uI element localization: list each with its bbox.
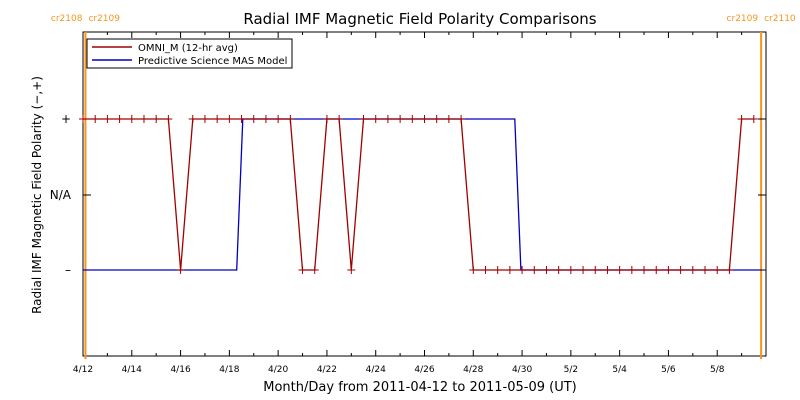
x-tick-label: 5/4 (612, 365, 627, 375)
x-tick-label: 4/16 (170, 365, 190, 375)
data-point-omni (640, 266, 649, 274)
carrington-label-left: cr2108 (51, 14, 83, 24)
carrington-label-right: cr2110 (764, 14, 796, 24)
plot-area (82, 31, 767, 357)
data-point-omni (493, 266, 502, 274)
data-point-omni (310, 266, 319, 274)
data-point-omni (652, 266, 661, 274)
y-tick-label: N/A (50, 188, 72, 202)
data-point-omni (274, 115, 283, 123)
data-point-omni (261, 115, 270, 123)
data-point-omni (115, 115, 124, 123)
data-point-omni (615, 266, 624, 274)
carrington-label-left: cr2109 (727, 14, 759, 24)
data-point-omni (103, 115, 112, 123)
data-point-omni (322, 115, 331, 123)
x-tick-label: 4/24 (366, 365, 386, 375)
series-line-omni (83, 118, 754, 271)
data-point-omni (91, 115, 100, 123)
x-tick-label: 4/18 (219, 365, 239, 375)
plot-frame (82, 31, 767, 357)
data-point-omni (737, 115, 746, 123)
data-point-omni (505, 266, 514, 274)
data-point-omni (713, 266, 722, 274)
x-tick-label: 4/22 (317, 365, 337, 375)
data-point-omni (249, 115, 258, 123)
data-point-omni (566, 266, 575, 274)
data-point-omni (444, 115, 453, 123)
data-point-omni (481, 266, 490, 274)
data-point-omni (725, 266, 734, 274)
data-point-omni (225, 115, 234, 123)
data-point-omni (188, 115, 197, 123)
legend-label-omni: OMNI_M (12-hr avg) (138, 43, 238, 54)
data-point-omni (749, 115, 758, 123)
data-point-omni (359, 115, 368, 123)
x-tick-label: 5/8 (710, 365, 725, 375)
data-point-omni (676, 266, 685, 274)
data-point-omni (603, 266, 612, 274)
data-point-omni (591, 266, 600, 274)
data-point-omni (237, 115, 246, 123)
data-point-omni (396, 115, 405, 123)
chart-title: Radial IMF Magnetic Field Polarity Compa… (243, 10, 596, 28)
x-tick-label: 4/14 (122, 365, 142, 375)
axis-ticks: 4/12 4/14 4/16 4/18 4/20 4/22 4/24 4/26 4/28 4/30… (50, 32, 767, 375)
legend: OMNI_M (12-hr avg) Predictive Science MA… (86, 38, 293, 69)
data-point-omni (627, 266, 636, 274)
data-point-omni (200, 115, 209, 123)
x-tick-label: 4/26 (414, 365, 434, 375)
legend-label-mas: Predictive Science MAS Model (138, 56, 287, 67)
data-point-omni (286, 115, 295, 123)
data-point-omni (298, 266, 307, 274)
data-point-omni (542, 266, 551, 274)
data-point-omni (335, 115, 344, 123)
data-point-omni (347, 266, 356, 274)
data-point-omni (518, 266, 527, 274)
data-point-omni (469, 266, 478, 274)
data-point-omni (579, 266, 588, 274)
x-tick-label: 5/2 (564, 365, 578, 375)
data-point-omni (420, 115, 429, 123)
data-point-omni (127, 115, 136, 123)
data-point-omni (432, 115, 441, 123)
data-point-omni (554, 266, 563, 274)
x-axis-label: Month/Day from 2011-04-12 to 2011-05-09 … (263, 380, 576, 395)
data-point-omni (176, 266, 185, 274)
data-point-omni (457, 115, 466, 123)
y-tick-label: – (65, 263, 71, 277)
x-tick-label: 5/6 (661, 365, 676, 375)
carrington-label-right: cr2109 (88, 14, 120, 24)
y-axis-label: Radial IMF Magnetic Field Polarity (−,+) (30, 76, 44, 314)
y-tick-label: + (61, 112, 71, 126)
data-point-omni (383, 115, 392, 123)
data-point-omni (530, 266, 539, 274)
data-point-omni (701, 266, 710, 274)
data-point-omni (139, 115, 148, 123)
data-point-omni (688, 266, 697, 274)
data-point-omni (371, 115, 380, 123)
data-point-omni (79, 115, 87, 123)
x-tick-label: 4/30 (512, 365, 532, 375)
x-tick-label: 4/28 (463, 365, 483, 375)
data-point-omni (408, 115, 417, 123)
legend-box (86, 38, 293, 69)
data-point-omni (213, 115, 222, 123)
series-group (79, 115, 762, 274)
data-point-omni (152, 115, 161, 123)
x-tick-label: 4/20 (268, 365, 288, 375)
data-point-omni (164, 115, 173, 123)
series-line-mas (83, 118, 762, 271)
data-point-omni (664, 266, 673, 274)
x-tick-label: 4/12 (73, 365, 93, 375)
